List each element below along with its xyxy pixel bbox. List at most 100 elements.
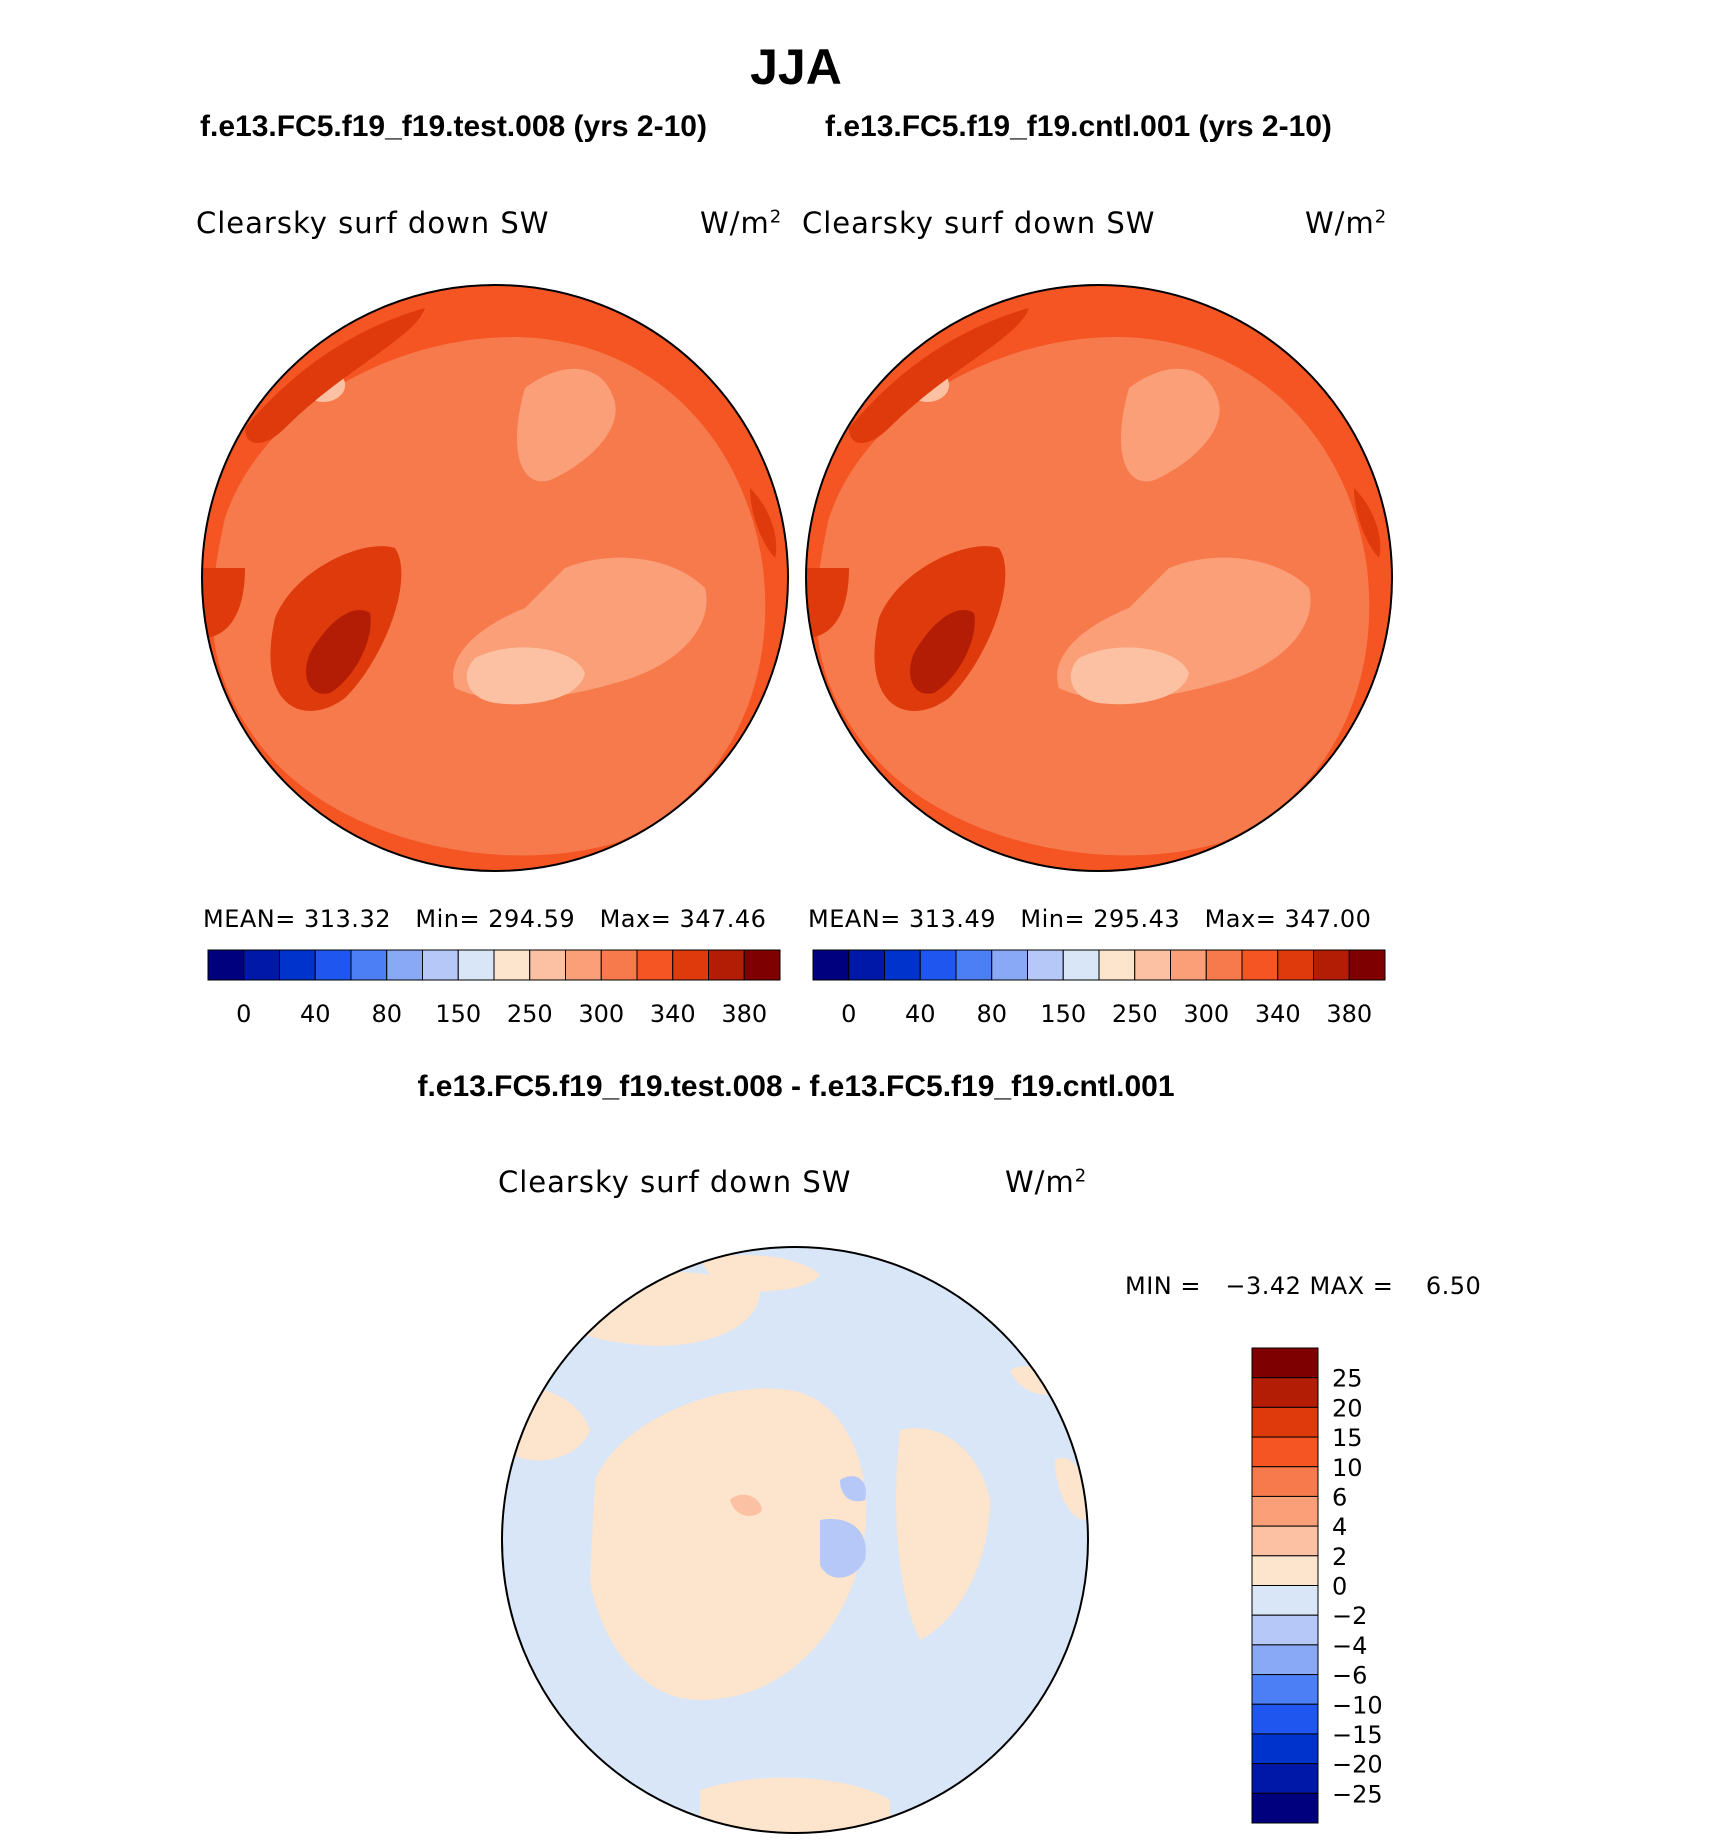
colorbar-tick-label: 80	[976, 1000, 1007, 1028]
colorbar-swatch	[1277, 949, 1314, 981]
colorbar-swatch	[1251, 1495, 1319, 1527]
colorbar-tick-label: 25	[1332, 1365, 1363, 1393]
colorbar-swatch	[991, 949, 1028, 981]
colorbar-swatch	[1241, 949, 1279, 981]
colorbar-tick-label: −6	[1332, 1662, 1367, 1690]
colorbar-swatch	[1027, 949, 1064, 981]
colorbar-tick-label: 40	[905, 1000, 936, 1028]
colorbar-swatch	[884, 949, 921, 981]
colorbar-swatch	[955, 949, 993, 981]
colorbar-tick-label: 10	[1332, 1454, 1363, 1482]
colorbar-tick-label: 250	[507, 1000, 553, 1028]
colorbar-tick-label: 0	[841, 1000, 856, 1028]
colorbar-swatch	[243, 949, 280, 981]
colorbar-swatch	[1251, 1585, 1319, 1616]
colorbar-swatch	[529, 949, 566, 981]
colorbar-swatch	[1251, 1525, 1319, 1557]
colorbar-tick-label: 150	[435, 1000, 481, 1028]
colorbar-swatch	[1251, 1703, 1319, 1735]
diff-map-border	[501, 1246, 1089, 1834]
season-title: JJA	[750, 39, 842, 95]
colorbar-swatch	[1251, 1644, 1319, 1676]
colorbar-swatch	[1251, 1377, 1319, 1408]
colorbar-tick-label: −15	[1332, 1721, 1383, 1749]
left-map-field	[202, 285, 788, 871]
colorbar-swatch	[1251, 1555, 1319, 1586]
colorbar-tick-label: −25	[1332, 1780, 1383, 1808]
colorbar-tick-label: 20	[1332, 1394, 1363, 1422]
colorbar-swatch	[636, 949, 674, 981]
right-stats: MEAN= 313.49 Min= 295.43 Max= 347.00	[808, 905, 1372, 933]
colorbar-swatch	[1251, 1763, 1319, 1794]
colorbar-tick-label: 250	[1112, 1000, 1158, 1028]
colorbar-tick-label: −2	[1332, 1602, 1367, 1630]
colorbar-tick-label: 4	[1332, 1513, 1347, 1541]
colorbar-tick-label: 340	[650, 1000, 696, 1028]
right-colorbar: 0 40 80 150 250 300 340 380	[812, 949, 1386, 1028]
colorbar-swatch	[812, 949, 850, 981]
colorbar-tick-label: 150	[1040, 1000, 1086, 1028]
colorbar-swatch	[350, 949, 388, 981]
colorbar-tick-label: 300	[578, 1000, 624, 1028]
colorbar-swatch	[919, 949, 957, 981]
colorbar-swatch	[1348, 949, 1386, 981]
colorbar-swatch	[1134, 949, 1171, 981]
colorbar-tick-label: 15	[1332, 1424, 1363, 1452]
colorbar-tick-label: 0	[1332, 1573, 1347, 1601]
colorbar-swatch	[565, 949, 602, 981]
colorbar-swatch	[1205, 949, 1243, 981]
colorbar-tick-label: 80	[371, 1000, 402, 1028]
colorbar-tick-label: 6	[1332, 1483, 1347, 1511]
colorbar-swatch	[1062, 949, 1100, 981]
colorbar-swatch	[1251, 1436, 1319, 1468]
colorbar-swatch	[1313, 949, 1350, 981]
colorbar-swatch	[314, 949, 352, 981]
colorbar-swatch	[1170, 949, 1207, 981]
colorbar-swatch	[457, 949, 495, 981]
diff-map-field	[502, 1247, 1088, 1833]
colorbar-swatch	[1251, 1674, 1319, 1705]
colorbar-tick-label: 340	[1255, 1000, 1301, 1028]
diff-title: f.e13.FC5.f19_f19.test.008 - f.e13.FC5.f…	[417, 1070, 1175, 1103]
colorbar-tick-label: −10	[1332, 1691, 1383, 1719]
colorbar-swatch	[386, 949, 423, 981]
colorbar-swatch	[1251, 1614, 1319, 1646]
left-stats: MEAN= 313.32 Min= 294.59 Max= 347.46	[203, 905, 767, 933]
colorbar-tick-label: −20	[1332, 1751, 1383, 1779]
right-variable-label: Clearsky surf down SW	[802, 206, 1156, 240]
colorbar-swatch	[1251, 1733, 1319, 1765]
colorbar-swatch	[1098, 949, 1136, 981]
colorbar-swatch	[1251, 1347, 1319, 1379]
left-units-label: W/m2	[700, 206, 783, 240]
colorbar-swatch	[672, 949, 709, 981]
diff-variable-label: Clearsky surf down SW	[498, 1165, 852, 1199]
colorbar-swatch	[207, 949, 245, 981]
colorbar-swatch	[279, 949, 316, 981]
colorbar-tick-label: 380	[1326, 1000, 1372, 1028]
colorbar-swatch	[1251, 1792, 1319, 1824]
right-map-border	[805, 284, 1393, 872]
left-map-border	[201, 284, 789, 872]
colorbar-tick-label: 2	[1332, 1543, 1347, 1571]
left-variable-label: Clearsky surf down SW	[196, 206, 550, 240]
colorbar-swatch	[848, 949, 885, 981]
colorbar-swatch	[1251, 1406, 1319, 1438]
diff-minmax: MIN = −3.42 MAX = 6.50	[1125, 1272, 1482, 1300]
diff-units-label: W/m2	[1005, 1165, 1088, 1199]
colorbar-tick-label: 0	[236, 1000, 251, 1028]
right-map-field	[806, 285, 1392, 871]
colorbar-swatch	[493, 949, 531, 981]
colorbar-tick-label: −4	[1332, 1632, 1367, 1660]
colorbar-tick-label: 380	[721, 1000, 767, 1028]
colorbar-swatch	[1251, 1466, 1319, 1497]
colorbar-swatch	[743, 949, 781, 981]
colorbar-tick-label: 40	[300, 1000, 331, 1028]
colorbar-swatch	[600, 949, 638, 981]
left-colorbar: 0 40 80 150 250 300 340 380	[207, 949, 781, 1028]
right-units-label: W/m2	[1305, 206, 1388, 240]
colorbar-tick-label: 300	[1183, 1000, 1229, 1028]
colorbar-swatch	[708, 949, 745, 981]
colorbar-swatch	[422, 949, 459, 981]
